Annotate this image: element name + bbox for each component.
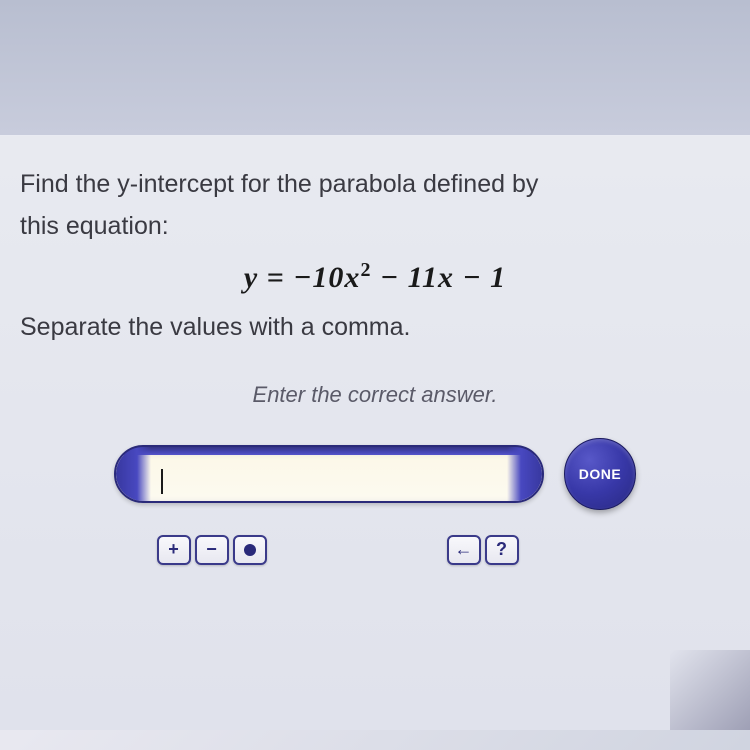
back-arrow-icon: ←: [455, 539, 473, 560]
minus-button[interactable]: −: [195, 535, 229, 565]
toolbar: + − ← ?: [115, 535, 545, 565]
toolbar-left: + −: [157, 535, 267, 565]
back-button[interactable]: ←: [447, 535, 481, 565]
question-text-line2: this equation:: [20, 212, 730, 241]
question-text-line1: Find the y-intercept for the parabola de…: [20, 166, 730, 204]
input-cursor: [161, 469, 163, 494]
dot-icon: [244, 544, 256, 556]
equation-display: y = −10x2 − 11x − 1: [20, 259, 730, 295]
question-panel: Find the y-intercept for the parabola de…: [0, 135, 750, 730]
toolbar-right: ← ?: [447, 535, 519, 565]
help-button[interactable]: ?: [485, 535, 519, 565]
minus-icon: −: [206, 539, 217, 560]
plus-icon: +: [168, 539, 179, 560]
top-background: [0, 0, 750, 135]
answer-input[interactable]: [114, 445, 544, 503]
help-icon: ?: [496, 539, 507, 560]
corner-shadow: [670, 650, 750, 730]
dot-button[interactable]: [233, 535, 267, 565]
done-button[interactable]: DONE: [564, 438, 636, 510]
plus-button[interactable]: +: [157, 535, 191, 565]
input-area: DONE: [20, 438, 730, 510]
instruction-text: Separate the values with a comma.: [20, 313, 730, 342]
answer-prompt: Enter the correct answer.: [20, 382, 730, 408]
